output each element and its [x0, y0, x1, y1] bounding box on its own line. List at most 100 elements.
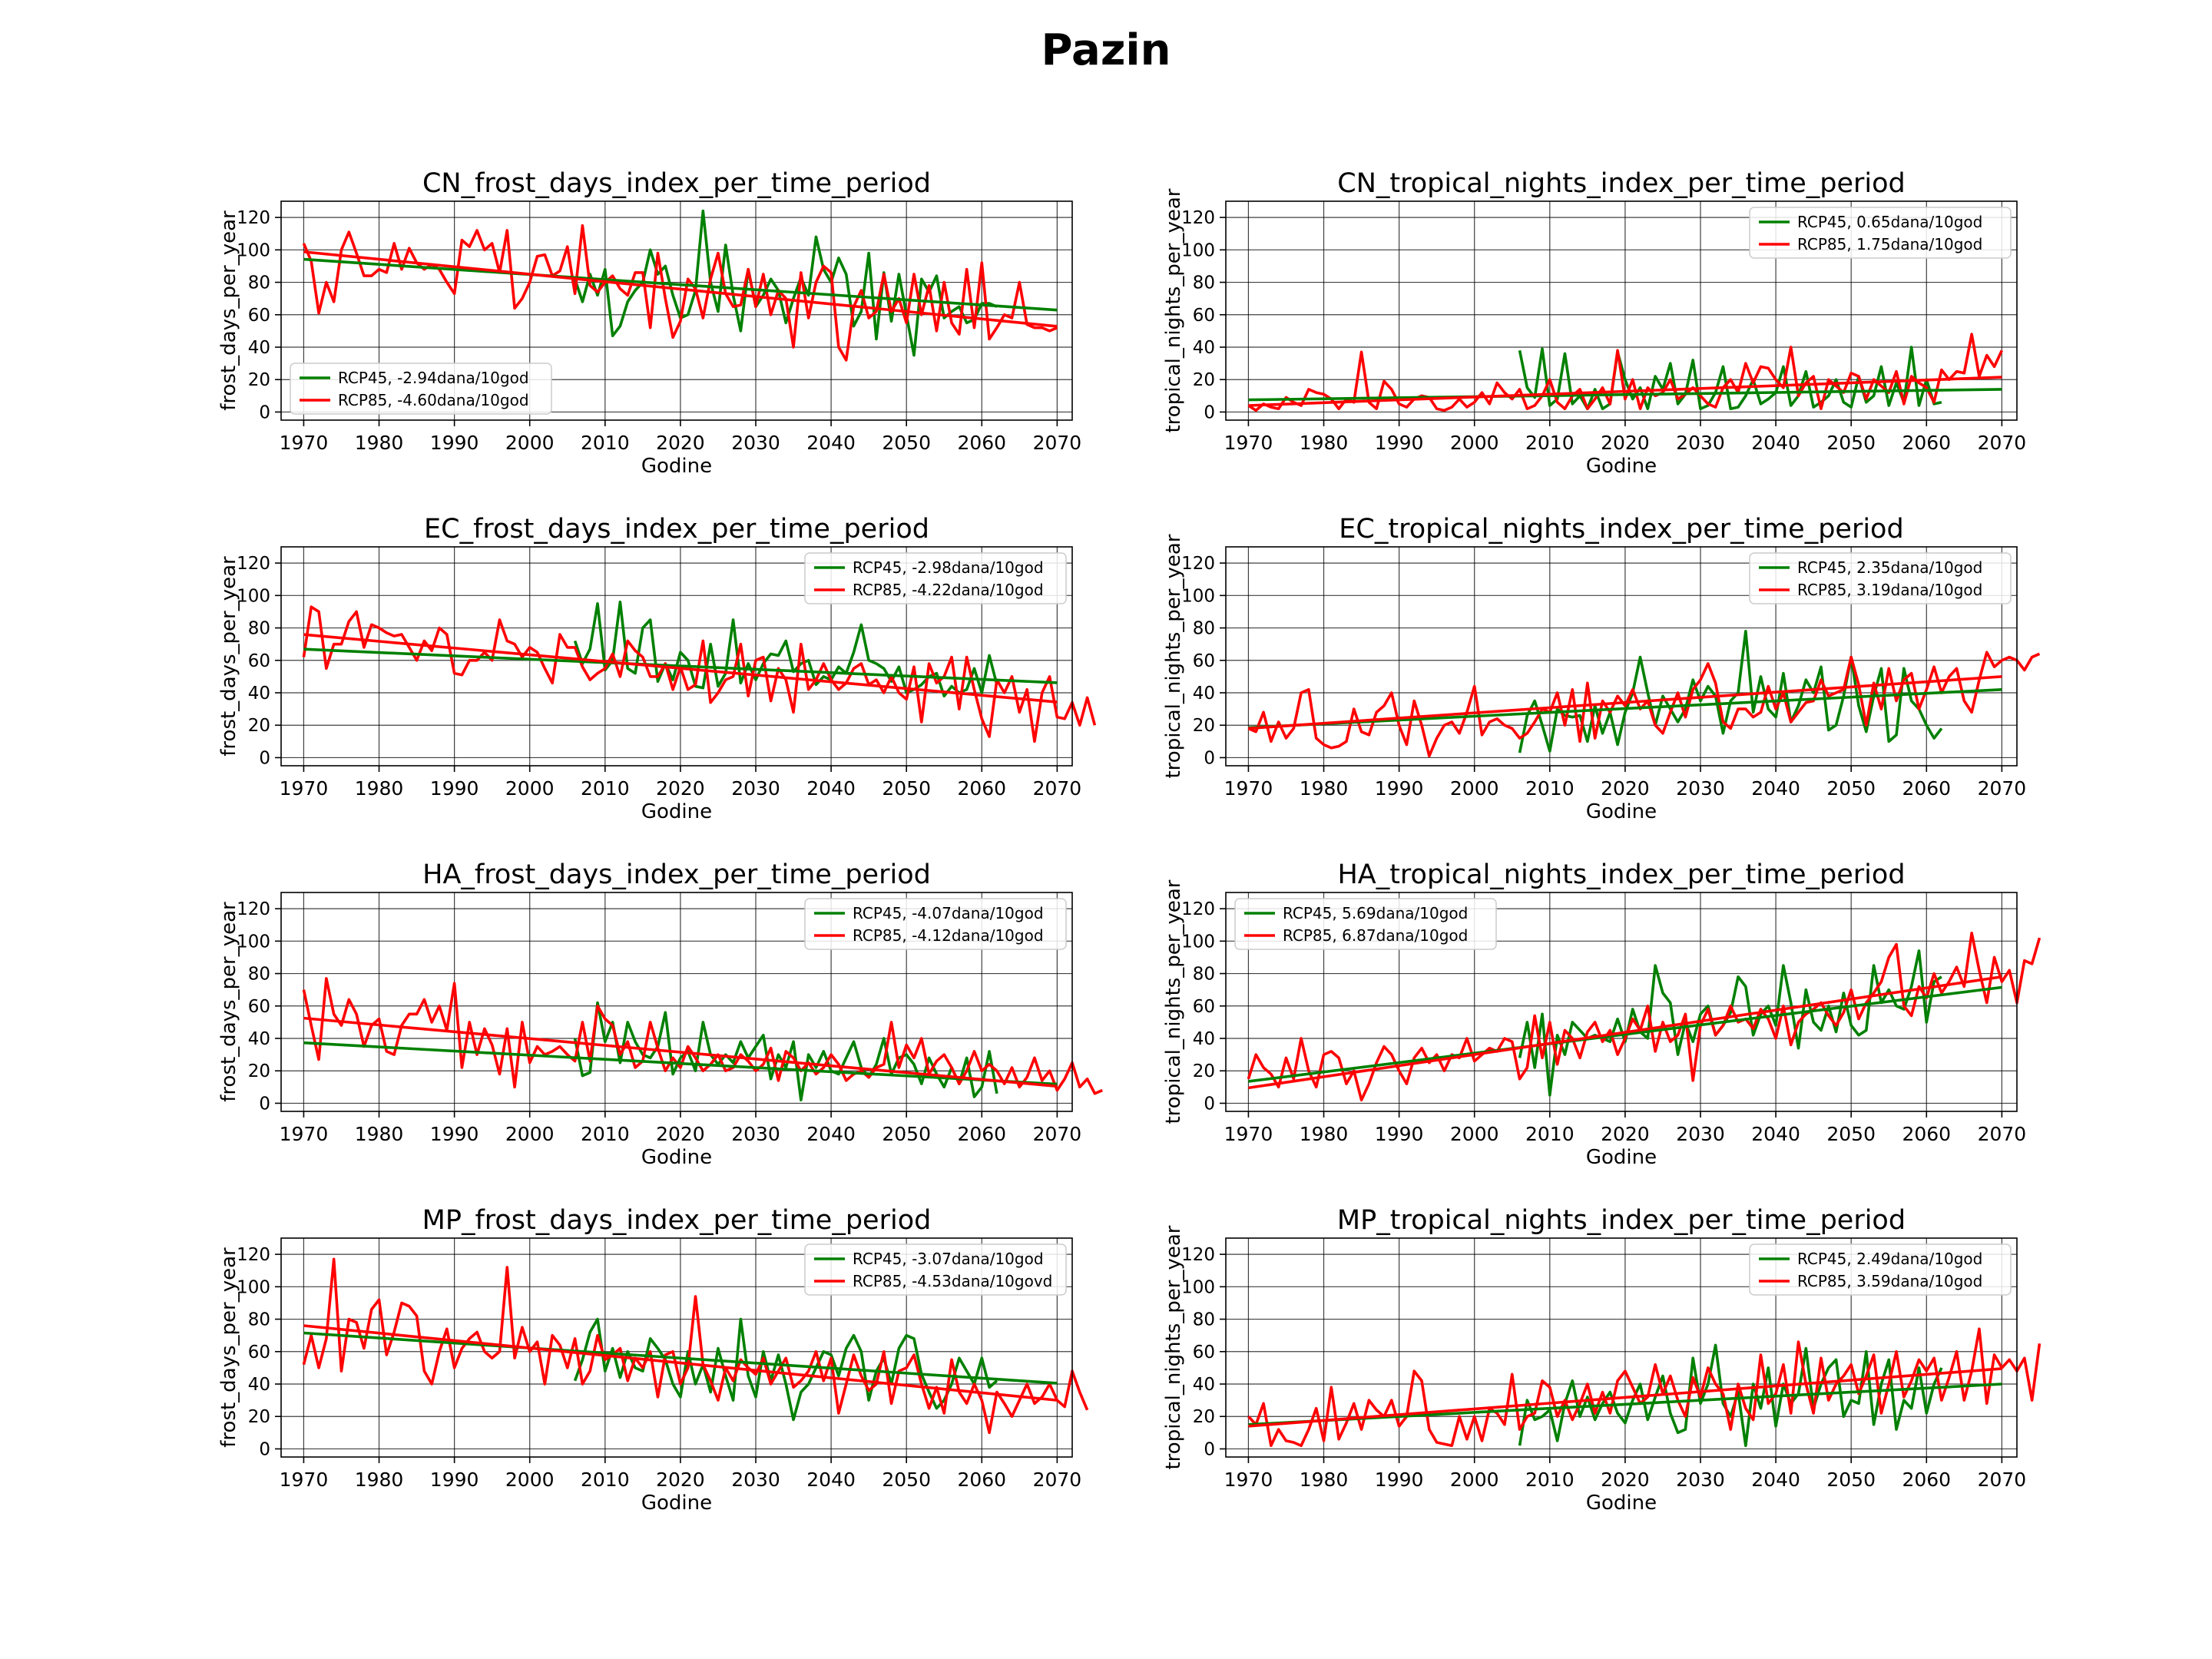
y-tick-label: 120 — [1181, 554, 1215, 574]
y-axis-label: tropical_nights_per_year — [1162, 879, 1185, 1124]
y-tick-label: 100 — [237, 932, 270, 952]
y-axis-label: frost_days_per_year — [217, 210, 240, 411]
trend-line-rcp45 — [1248, 985, 2002, 1083]
chart-panel-1: 1970 1980 1990 2000 2010 2020 2030 2040 2050 2060… — [1162, 168, 2026, 478]
x-tick-label: 1980 — [355, 1469, 404, 1491]
x-tick-label: 2050 — [882, 432, 931, 454]
y-tick-label: 0 — [259, 1094, 270, 1114]
y-tick-label: 0 — [259, 1439, 270, 1459]
x-tick-label: 2060 — [1902, 1123, 1951, 1145]
x-tick-label: 2070 — [1033, 777, 1082, 800]
y-tick-label: 20 — [248, 1407, 270, 1427]
legend-box — [804, 898, 1067, 950]
legend: RCP45, 2.35dana/10god RCP85, 3.19dana/10g… — [1749, 552, 2012, 604]
x-tick-label: 2070 — [1033, 432, 1082, 454]
x-tick-label: 2040 — [1751, 1469, 1800, 1491]
chart-panel-5: 1970 1980 1990 2000 2010 2020 2030 2040 2050 2060… — [1162, 859, 2041, 1169]
x-tick-label: 2060 — [957, 1123, 1006, 1145]
x-tick-label: 1980 — [355, 432, 404, 454]
y-tick-label: 0 — [1204, 748, 1215, 768]
chart-panel-2: 1970 1980 1990 2000 2010 2020 2030 2040 2050 2060… — [217, 514, 1097, 823]
x-tick-label: 2010 — [581, 777, 630, 800]
x-tick-label: 2070 — [1978, 1469, 2027, 1491]
y-tick-label: 120 — [237, 1245, 270, 1265]
x-tick-label: 1990 — [430, 1123, 479, 1145]
y-tick-label: 100 — [1181, 240, 1215, 260]
y-tick-label: 0 — [1204, 402, 1215, 422]
series-line-rcp45 — [1518, 629, 1943, 753]
y-axis-label: frost_days_per_year — [217, 902, 240, 1102]
trend-line-rcp45 — [1248, 687, 2002, 730]
legend-box — [1749, 552, 2012, 604]
x-tick-label: 2070 — [1978, 432, 2027, 454]
legend-label-rcp85: RCP85, -4.22dana/10god — [853, 581, 1044, 599]
y-axis-label: tropical_nights_per_year — [1162, 534, 1185, 778]
y-tick-label: 60 — [1193, 306, 1215, 326]
plot-frame — [280, 200, 1073, 421]
trend-line-rcp85 — [1248, 1367, 2002, 1428]
legend-label-rcp45: RCP45, 2.49dana/10god — [1797, 1250, 1982, 1268]
y-axis-label: tropical_nights_per_year — [1162, 188, 1185, 432]
x-tick-label: 1970 — [280, 432, 329, 454]
x-tick-label: 2060 — [957, 777, 1006, 800]
legend: RCP45, -2.98dana/10god RCP85, -4.22dana/1… — [804, 552, 1067, 604]
x-tick-label: 2000 — [1450, 777, 1499, 800]
chart-title: HA_frost_days_index_per_time_period — [422, 859, 931, 890]
chart-panels: 1970 1980 1990 2000 2010 2020 2030 2040 2050 2060… — [217, 168, 2041, 1515]
x-tick-label: 1970 — [1224, 432, 1273, 454]
x-tick-label: 2030 — [731, 1123, 780, 1145]
y-tick-label: 40 — [1193, 338, 1215, 358]
y-tick-label: 80 — [248, 965, 270, 985]
trend-line-rcp85 — [1248, 675, 2002, 730]
y-tick-label: 0 — [1204, 1094, 1215, 1114]
x-tick-label: 1980 — [355, 1123, 404, 1145]
trend-line-rcp85 — [303, 633, 1058, 704]
x-tick-label: 2050 — [882, 1469, 931, 1491]
y-tick-label: 40 — [248, 338, 270, 358]
y-tick-label: 100 — [237, 1277, 270, 1297]
chart-title: HA_tropical_nights_index_per_time_period — [1337, 859, 1905, 890]
x-tick-label: 2030 — [1676, 432, 1725, 454]
plot-frame — [280, 892, 1073, 1112]
y-axis-label: tropical_nights_per_year — [1162, 1225, 1185, 1469]
trend-line-rcp85 — [1248, 975, 2002, 1090]
x-tick-label: 1990 — [430, 432, 479, 454]
x-tick-label: 2000 — [505, 1469, 555, 1491]
y-tick-label: 0 — [259, 748, 270, 768]
legend-label-rcp85: RCP85, 6.87dana/10god — [1283, 926, 1468, 945]
chart-title: MP_tropical_nights_index_per_time_period — [1337, 1205, 1906, 1236]
y-tick-label: 60 — [1193, 651, 1215, 671]
trend-line-rcp85 — [303, 1016, 1058, 1088]
y-tick-label: 120 — [237, 208, 270, 228]
legend-label-rcp45: RCP45, 2.35dana/10god — [1797, 558, 1982, 577]
y-tick-label: 100 — [237, 240, 270, 260]
series-line-rcp45 — [1518, 346, 1942, 411]
chart-title: MP_frost_days_index_per_time_period — [422, 1205, 932, 1236]
y-tick-label: 120 — [237, 899, 270, 919]
trend-line-rcp45 — [1248, 388, 2002, 402]
series-line-rcp45 — [573, 209, 998, 357]
x-tick-label: 2010 — [581, 1123, 630, 1145]
x-tick-label: 2020 — [1601, 432, 1650, 454]
y-tick-label: 100 — [1181, 932, 1215, 952]
x-axis-label: Godine — [641, 1146, 712, 1169]
trend-line-rcp85 — [303, 1324, 1058, 1402]
legend: RCP45, 5.69dana/10god RCP85, 6.87dana/10g… — [1234, 898, 1497, 950]
y-tick-label: 0 — [1204, 1439, 1215, 1459]
y-tick-label: 120 — [1181, 208, 1215, 228]
chart-title: CN_frost_days_index_per_time_period — [422, 168, 931, 199]
x-tick-label: 1980 — [1300, 1469, 1349, 1491]
x-tick-label: 2030 — [1676, 777, 1725, 800]
x-tick-label: 2060 — [957, 1469, 1006, 1491]
y-tick-label: 20 — [1193, 716, 1215, 736]
y-tick-label: 20 — [248, 716, 270, 736]
y-tick-label: 100 — [237, 586, 270, 606]
x-axis-label: Godine — [1586, 455, 1657, 478]
x-tick-label: 2030 — [731, 432, 780, 454]
legend-box — [804, 1243, 1067, 1296]
x-tick-label: 2050 — [1826, 1123, 1876, 1145]
plot-frame — [280, 546, 1073, 767]
legend-box — [1234, 898, 1497, 950]
trend-line-rcp45 — [303, 647, 1058, 684]
x-tick-label: 2000 — [1450, 432, 1499, 454]
